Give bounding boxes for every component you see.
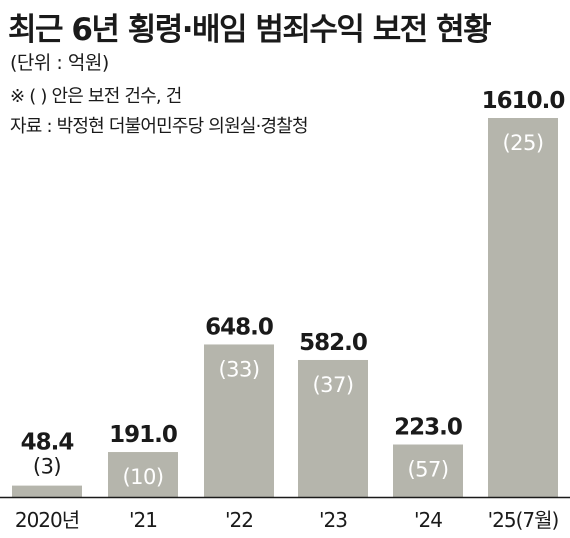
bar (488, 118, 558, 497)
bar (204, 344, 274, 497)
bar-count-label: (57) (407, 458, 448, 482)
bar-value-label: 223.0 (394, 415, 462, 441)
bar-value-label: 191.0 (109, 422, 177, 448)
bar-value-label: 582.0 (299, 330, 367, 356)
bar-value-label: 48.4 (21, 430, 74, 456)
x-tick-label: '24 (414, 508, 442, 532)
bar (108, 452, 178, 497)
x-tick-label: '25(7월) (488, 508, 559, 532)
source-label: 자료 : 박정현 더불어민주당 의원실·경찰청 (10, 116, 309, 137)
bar-count-label: (3) (33, 455, 61, 479)
bar-count-label: (10) (122, 465, 163, 489)
chart-title: 최근 6년 횡령·배임 범죄수익 보전 현황 (8, 12, 492, 48)
unit-label: (단위 : 억원) (10, 52, 109, 74)
x-tick-label: '22 (225, 508, 253, 532)
x-tick-label: '23 (319, 508, 347, 532)
bar-count-label: (25) (502, 131, 543, 155)
bar-value-label: 1610.0 (482, 88, 565, 114)
bar (12, 485, 82, 497)
bar-count-label: (33) (218, 357, 259, 381)
bar-count-label: (37) (312, 373, 353, 397)
bar (298, 359, 368, 497)
count-note: ※ ( ) 안은 보전 건수, 건 (10, 86, 182, 107)
bar (393, 444, 463, 497)
x-tick-label: 2020년 (15, 508, 79, 532)
bar-value-label: 648.0 (205, 314, 273, 340)
x-tick-label: '21 (129, 508, 157, 532)
